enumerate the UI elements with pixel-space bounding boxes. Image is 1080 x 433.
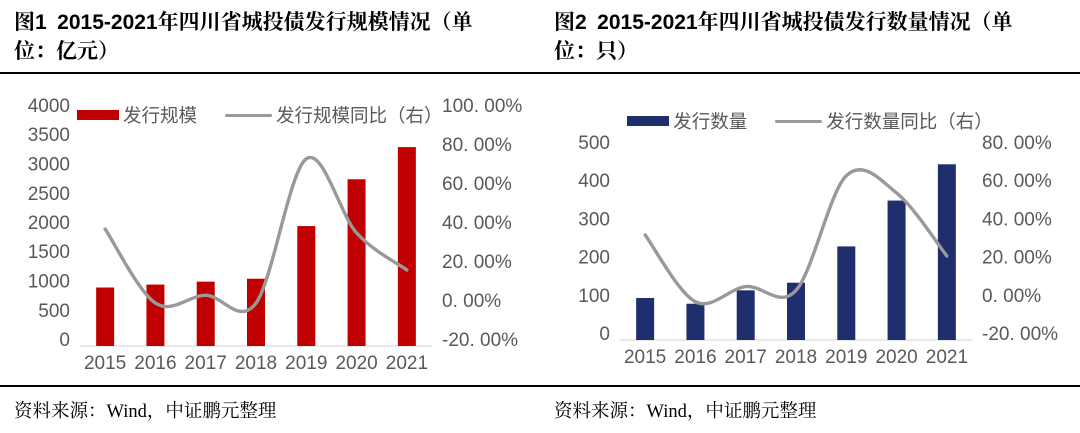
svg-text:300: 300 bbox=[578, 209, 610, 230]
svg-text:0. 00%: 0. 00% bbox=[982, 286, 1041, 307]
svg-text:2020: 2020 bbox=[875, 347, 917, 368]
svg-text:1000: 1000 bbox=[28, 272, 70, 293]
svg-text:2016: 2016 bbox=[674, 347, 716, 368]
svg-text:2016: 2016 bbox=[134, 353, 176, 374]
svg-text:3000: 3000 bbox=[28, 155, 70, 176]
svg-text:60. 00%: 60. 00% bbox=[982, 171, 1052, 192]
svg-text:0: 0 bbox=[59, 330, 70, 351]
svg-text:2021: 2021 bbox=[926, 347, 968, 368]
svg-text:500: 500 bbox=[578, 133, 610, 154]
svg-text:-20. 00%: -20. 00% bbox=[442, 330, 518, 351]
svg-text:2019: 2019 bbox=[285, 353, 327, 374]
svg-text:-20. 00%: -20. 00% bbox=[982, 324, 1058, 345]
svg-text:2000: 2000 bbox=[28, 213, 70, 234]
svg-text:2500: 2500 bbox=[28, 184, 70, 205]
svg-text:0: 0 bbox=[599, 324, 610, 345]
svg-text:2015: 2015 bbox=[84, 353, 126, 374]
svg-text:100: 100 bbox=[578, 286, 610, 307]
svg-text:2015: 2015 bbox=[624, 347, 666, 368]
svg-text:60. 00%: 60. 00% bbox=[442, 174, 512, 195]
svg-text:2019: 2019 bbox=[825, 347, 867, 368]
svg-text:1500: 1500 bbox=[28, 242, 70, 263]
svg-text:20. 00%: 20. 00% bbox=[982, 248, 1052, 269]
svg-text:80. 00%: 80. 00% bbox=[982, 133, 1052, 154]
svg-text:2021: 2021 bbox=[386, 353, 428, 374]
svg-text:500: 500 bbox=[38, 301, 70, 322]
svg-text:80. 00%: 80. 00% bbox=[442, 135, 512, 156]
svg-text:200: 200 bbox=[578, 248, 610, 269]
svg-text:400: 400 bbox=[578, 171, 610, 192]
svg-text:40. 00%: 40. 00% bbox=[442, 213, 512, 234]
svg-text:2020: 2020 bbox=[335, 353, 377, 374]
svg-text:2017: 2017 bbox=[185, 353, 227, 374]
svg-text:40. 00%: 40. 00% bbox=[982, 209, 1052, 230]
svg-text:2018: 2018 bbox=[775, 347, 817, 368]
svg-text:0. 00%: 0. 00% bbox=[442, 291, 501, 312]
svg-text:2018: 2018 bbox=[235, 353, 277, 374]
svg-text:3500: 3500 bbox=[28, 125, 70, 146]
svg-text:2017: 2017 bbox=[725, 347, 767, 368]
svg-text:20. 00%: 20. 00% bbox=[442, 252, 512, 273]
